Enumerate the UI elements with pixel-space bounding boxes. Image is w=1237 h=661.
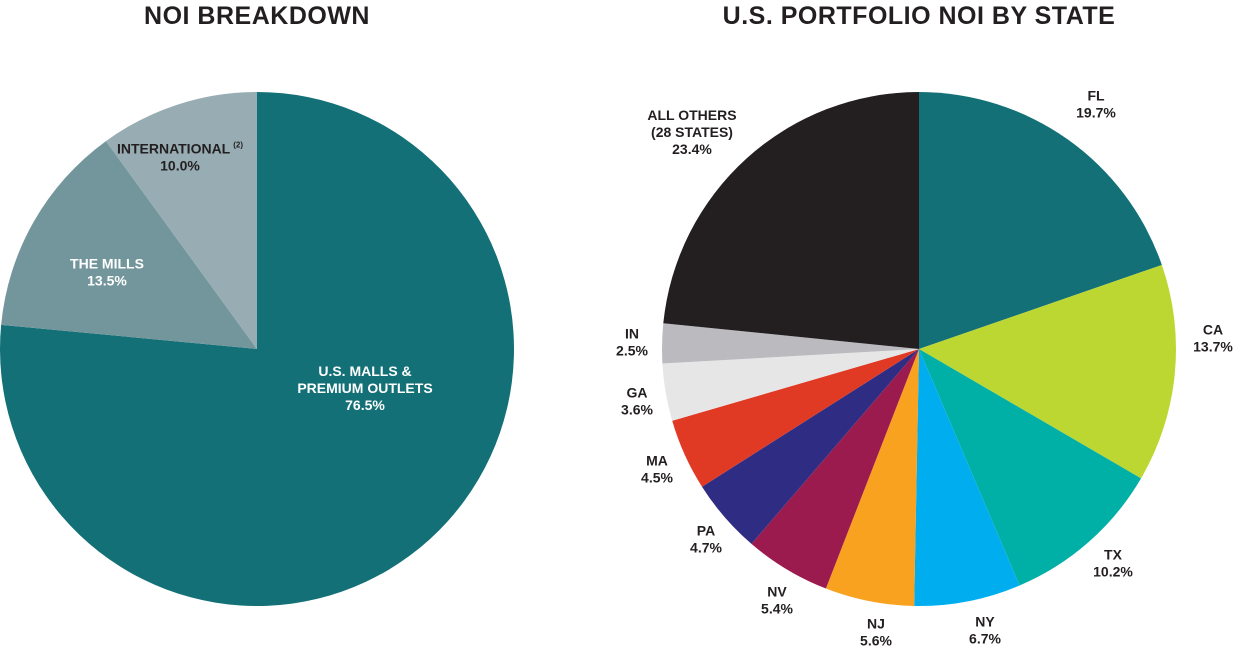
pie1-data-label-international: 10.0% [160,158,200,174]
chart-title-noi-breakdown: NOI BREAKDOWN [144,2,370,30]
pie2-slice-label-ny: NY [975,614,995,630]
pie2-data-label-tx: 10.2% [1093,564,1133,580]
pie1-slice-label-international: INTERNATIONAL (2) [117,141,243,157]
pie2-slice-label-tx: TX [1104,547,1123,563]
pie1-data-label-u-s-malls: 76.5% [345,397,385,413]
pie2-slice-label-in: IN [625,326,639,342]
pie2-data-label-in: 2.5% [616,343,648,359]
pie2-data-label-ga: 3.6% [621,402,653,418]
pie1-slice-label-the-mills: THE MILLS [70,256,144,272]
pie2-slice-in [662,323,919,364]
pie1-slice-international [105,92,257,349]
pie1-slice-the-mills [1,141,257,349]
pie2-slice-label-all-others: ALL OTHERS [647,107,736,123]
pie2-data-label-fl: 19.7% [1076,105,1116,121]
pie2-slice-label-ma: MA [646,453,668,469]
pie2-slice-ma [672,349,919,487]
pie1-slice-label-u-s-malls-line2: PREMIUM OUTLETS [297,380,432,396]
pie1-slice-label-u-s-malls: U.S. MALLS & [318,363,411,379]
pie2-data-label-pa: 4.7% [690,540,722,556]
pie2-slice-fl [919,92,1162,349]
pie1-footnote-marker: (2) [233,141,243,150]
pie2-slice-label-fl: FL [1087,88,1105,104]
pie2-slice-pa [702,349,919,544]
pie2-slice-label-nj: NJ [867,616,885,632]
pie1-data-label-the-mills: 13.5% [87,273,127,289]
pie2-slice-label-pa: PA [697,523,715,539]
pie2-slice-label-nv: NV [767,584,787,600]
pie2-slice-label-all-others-line2: (28 STATES) [651,124,733,140]
pie2-slice-label-ga: GA [627,385,648,401]
pie2-slice-ga [662,349,919,421]
pie2-slice-label-ca: CA [1203,322,1223,338]
pie2-data-label-all-others: 23.4% [672,141,712,157]
pie2-slice-all-others-28-states [663,92,919,349]
pie2-slice-tx [919,349,1142,586]
pie2-slice-ca [919,264,1176,479]
pie2-data-label-nj: 5.6% [860,633,892,649]
chart-title-noi-by-state: U.S. PORTFOLIO NOI BY STATE [722,2,1116,30]
pie2-data-label-ca: 13.7% [1193,339,1233,355]
pie2-data-label-ma: 4.5% [641,470,673,486]
pie2-slice-nv [751,349,919,589]
pie2-data-label-nv: 5.4% [761,601,793,617]
pie2-slice-nj [825,349,919,606]
pie2-data-label-ny: 6.7% [969,631,1001,647]
pie2-slice-ny [914,349,1020,606]
